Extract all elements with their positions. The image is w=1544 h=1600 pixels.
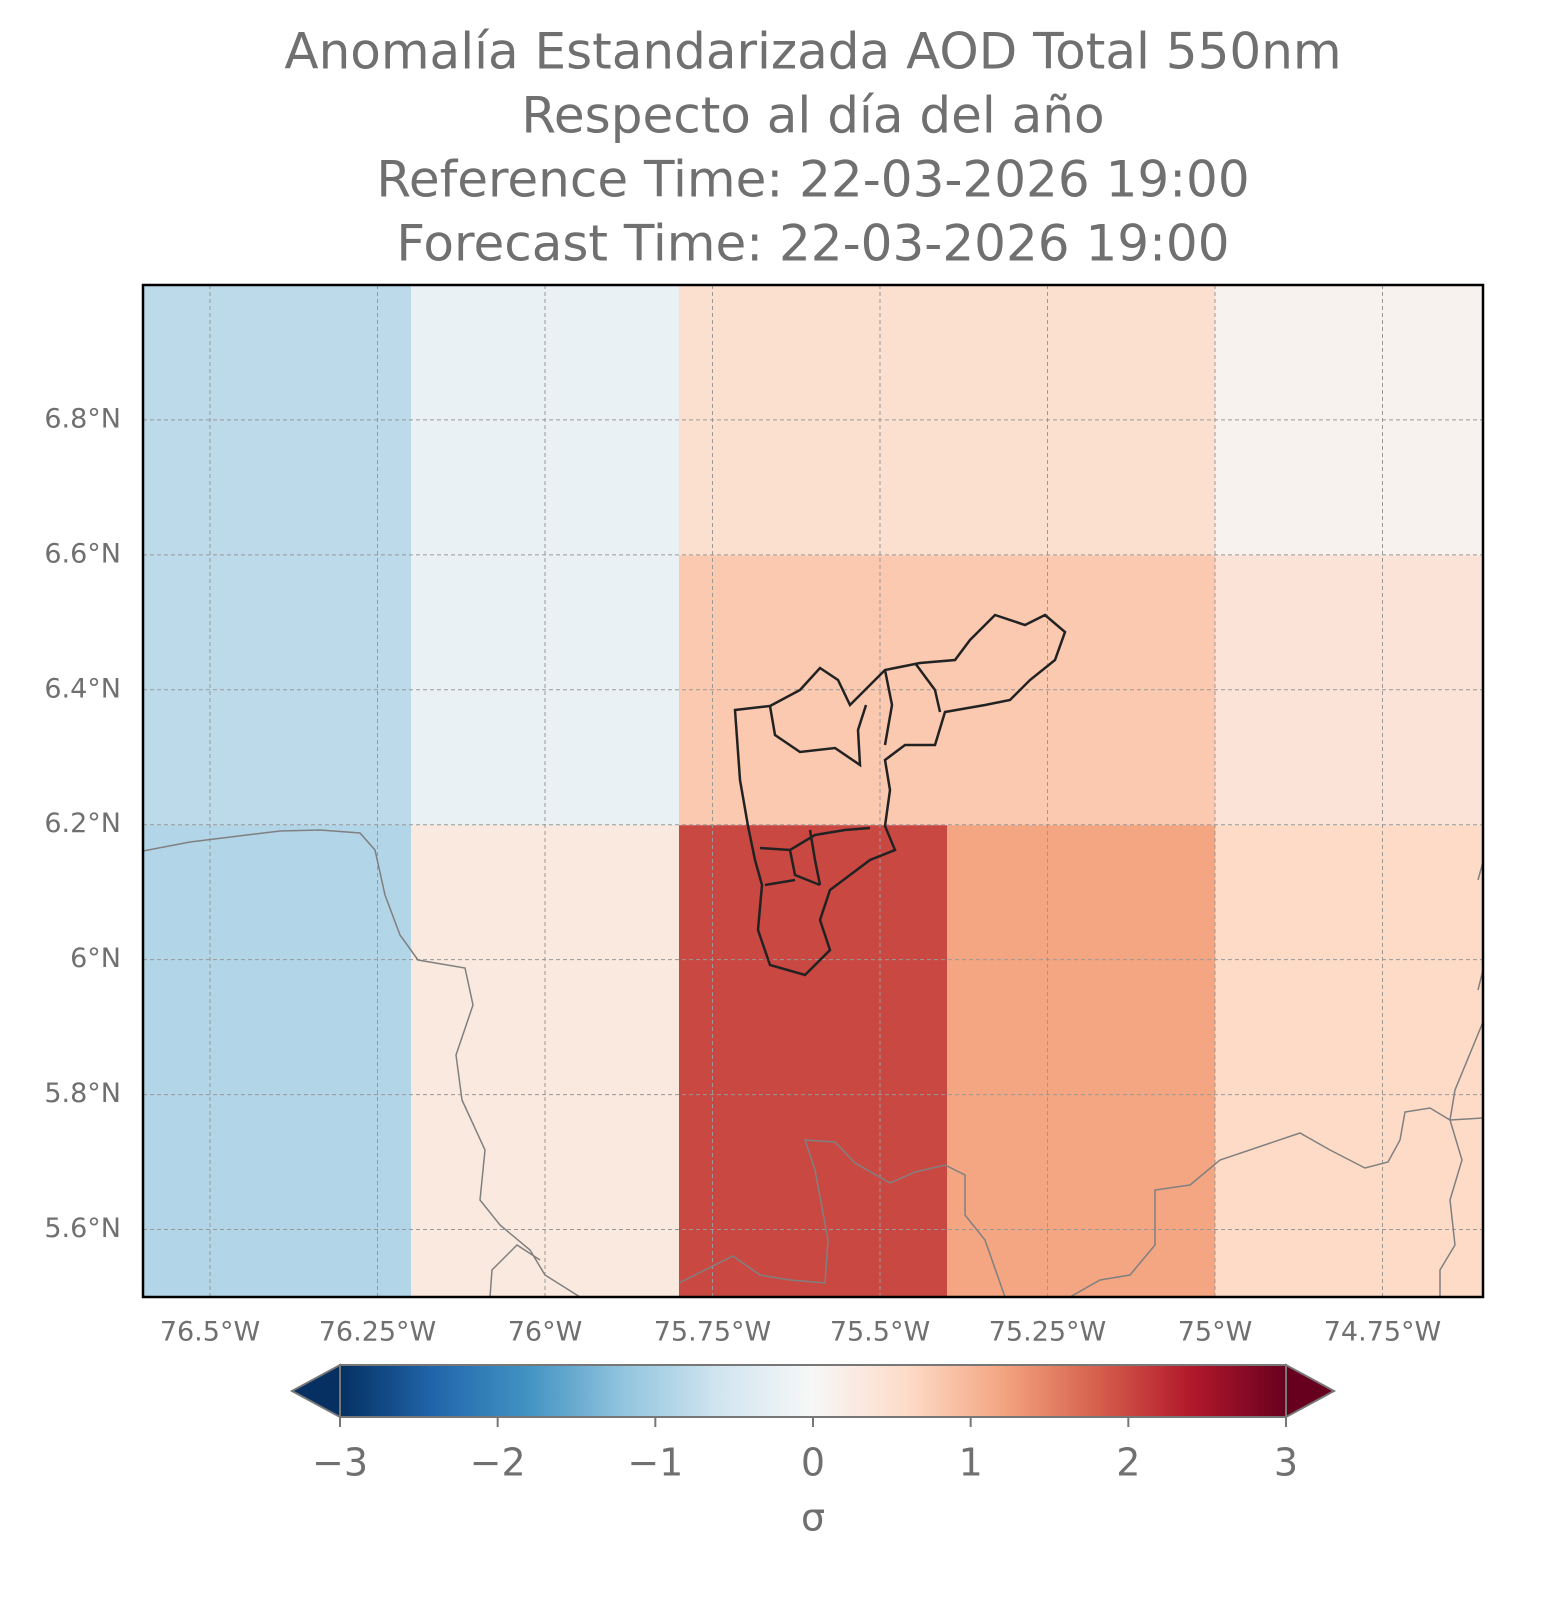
colorbar-tick-label: −2 — [470, 1441, 526, 1485]
y-tick-label: 6.4°N — [44, 673, 121, 704]
colorbar-extend-low — [289, 1363, 341, 1419]
colorbar: −3 −2 −1 0 1 2 3 σ — [289, 1363, 1337, 1540]
y-tick-label: 6.2°N — [44, 808, 121, 839]
coastline — [489, 1244, 541, 1297]
colorbar-tick-label: 2 — [1116, 1441, 1140, 1485]
colorbar-tick-label: 3 — [1274, 1441, 1298, 1485]
colorbar-tick-label: 1 — [959, 1441, 983, 1485]
colorbar-tick-label: 0 — [801, 1441, 825, 1485]
title-line: Anomalía Estandarizada AOD Total 550nm — [284, 23, 1341, 81]
heatmap — [143, 285, 1483, 1297]
y-tick-label: 5.8°N — [44, 1078, 121, 1109]
colorbar-tick-label: −3 — [312, 1441, 368, 1485]
border — [1439, 861, 1483, 1297]
cell — [1215, 824, 1483, 1297]
gridlines — [143, 285, 1483, 1297]
border — [1069, 1021, 1483, 1297]
border — [678, 1139, 1006, 1297]
x-tick-label: 74.75°W — [1324, 1317, 1442, 1348]
colorbar-extend-high — [1285, 1363, 1337, 1419]
y-tick-label: 5.6°N — [44, 1213, 121, 1244]
colorbar-label: σ — [801, 1496, 825, 1540]
title-line: Forecast Time: 22-03-2026 19:00 — [396, 215, 1229, 273]
y-tick-label: 6.6°N — [44, 538, 121, 569]
coastline — [143, 829, 581, 1297]
y-tick-label: 6.8°N — [44, 403, 121, 434]
x-tick-label: 75.5°W — [830, 1317, 930, 1348]
title-line: Reference Time: 22-03-2026 19:00 — [376, 151, 1249, 209]
title: Anomalía Estandarizada AOD Total 550nm Re… — [284, 23, 1341, 273]
y-tick-label: 6°N — [70, 943, 121, 974]
cell — [947, 824, 1216, 1297]
cell — [143, 824, 412, 1297]
colorbar-body — [339, 1364, 1287, 1418]
cell — [679, 824, 948, 1297]
x-tick-label: 76.25°W — [319, 1317, 437, 1348]
x-tick-label: 76.5°W — [160, 1317, 260, 1348]
x-tick-label: 75°W — [1178, 1317, 1253, 1348]
x-tick-label: 75.25°W — [989, 1317, 1107, 1348]
boundaries — [143, 613, 1483, 1297]
tick-labels: 76.5°W 76.25°W 76°W 75.75°W 75.5°W 75.25°W 75°… — [44, 403, 1441, 1347]
plot-frame — [141, 283, 1485, 1299]
title-line: Respecto al día del año — [521, 87, 1104, 145]
admin-boundary — [759, 662, 942, 887]
colorbar-tick-label: −1 — [627, 1441, 683, 1485]
x-tick-label: 75.75°W — [654, 1317, 772, 1348]
admin-boundary — [733, 613, 1067, 977]
x-tick-label: 76°W — [508, 1317, 583, 1348]
